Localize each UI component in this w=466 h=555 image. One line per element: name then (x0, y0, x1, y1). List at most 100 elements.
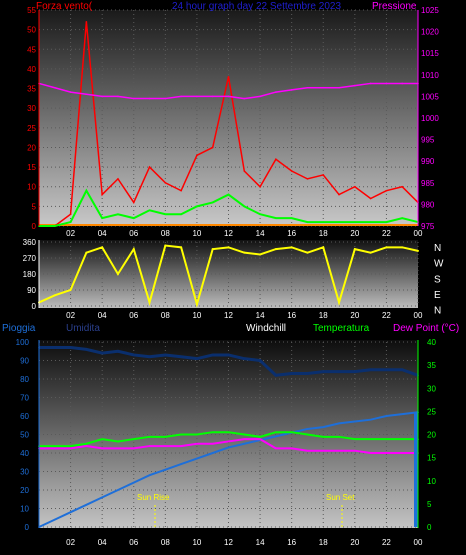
pressure-series-point (148, 97, 151, 100)
wind-direction-point (195, 303, 198, 306)
wind-gust-series-point (69, 213, 72, 216)
temperature-series-point (53, 445, 56, 447)
panel1-right-tick: 975 (421, 222, 435, 231)
wind-gust-series-point (243, 170, 246, 172)
pressure-series-point (132, 97, 135, 100)
temperature-series-point (180, 433, 182, 436)
wind-avg-series-point (385, 221, 388, 223)
panel1-right-tick: 995 (421, 136, 435, 145)
wind-direction-point (180, 246, 183, 249)
panel3-x-tick: 02 (66, 538, 75, 547)
humidity-series-point (243, 357, 246, 360)
wind-direction-point (274, 248, 277, 251)
rain-series-point (117, 489, 119, 491)
dew-point-label: Dew Point (°C) (393, 323, 459, 334)
wind-direction-point (101, 246, 104, 249)
wind-avg-series-point (322, 221, 325, 223)
temperature-series-point (401, 438, 404, 440)
rain-series-point (275, 435, 277, 438)
humidity-series-point (322, 370, 325, 373)
wind-gust-series-point (290, 170, 293, 172)
panel1-right-tick: 980 (421, 200, 435, 209)
pressure-series-point (306, 86, 309, 89)
panel3-right-tick: 20 (427, 431, 436, 440)
rain-series-point (401, 413, 404, 415)
panel2-x-tick: 14 (256, 311, 265, 320)
panel2-x-tick: 00 (414, 311, 423, 320)
dew-point-series-point (275, 447, 277, 450)
panel3-x-tick: 12 (224, 538, 233, 547)
panel3-right-tick: 25 (427, 407, 436, 416)
wind-direction-point (243, 251, 246, 254)
panel3-x-tick: 08 (161, 538, 170, 547)
panel2-y-tick: 0 (32, 302, 37, 311)
wind-gust-series-point (196, 154, 198, 157)
dew-point-series-point (322, 449, 325, 452)
temperature-series-point (338, 436, 340, 438)
wind-direction-point (69, 289, 72, 291)
wind-gust-series-point (322, 174, 325, 176)
dew-point-series-point (306, 449, 309, 452)
humidity-series-point (227, 354, 230, 356)
dew-point-series-point (164, 445, 167, 447)
rain-series-point (69, 511, 72, 513)
panel1-right-tick: 1025 (421, 6, 439, 15)
panel1-x-tick: 08 (161, 229, 170, 238)
temperature-series-point (69, 445, 72, 447)
wind-gust-series-point (132, 201, 135, 204)
compass-label: E (434, 290, 441, 301)
panel3-left-tick: 60 (20, 412, 29, 421)
wind-direction-point (85, 251, 88, 254)
rain-series-point (132, 481, 135, 484)
pressure-series-point (322, 86, 325, 89)
temperature-series-point (148, 436, 151, 438)
temperature-series-point (354, 438, 356, 440)
wind-avg-series-point (164, 213, 167, 216)
dew-point-series-point (369, 452, 372, 454)
dew-point-series-point (385, 452, 388, 454)
humidity-series-point (338, 370, 340, 373)
wind-avg-series-point (117, 213, 119, 216)
panel1-x-tick: 04 (98, 229, 107, 238)
pressure-series-point (338, 86, 340, 89)
sun-set-label: Sun Set (326, 493, 355, 502)
dew-point-series-point (132, 447, 135, 450)
dew-point-series-point (53, 447, 56, 450)
wind-avg-series-point (354, 221, 356, 223)
wind-direction-point (290, 246, 293, 249)
wind-direction-point (132, 248, 135, 251)
panel1-right-tick: 985 (421, 179, 435, 188)
wind-avg-series-point (132, 217, 135, 219)
humidity-label: Umidita (66, 323, 100, 334)
wind-gust-series-point (117, 178, 119, 180)
panel1-left-tick: 40 (27, 65, 36, 74)
pressure-series-point (369, 82, 372, 85)
panel1-right-tick: 1015 (421, 49, 439, 58)
panel2-x-tick: 20 (350, 311, 359, 320)
panel1-right-tick: 1010 (421, 71, 439, 80)
humidity-series-point (385, 368, 388, 371)
wind-direction-point (401, 246, 404, 249)
panel1-left-tick: 35 (27, 85, 36, 94)
dew-point-series-point (211, 442, 214, 445)
dew-point-series-point (338, 449, 340, 452)
rain-series-point (369, 418, 372, 421)
wind-gust-series-point (338, 193, 340, 196)
rain-series-point (385, 415, 388, 417)
wind-direction-point (227, 246, 230, 249)
compass-label: W (434, 259, 444, 270)
humidity-series-point (211, 354, 214, 356)
panel1-left-tick: 30 (27, 104, 36, 113)
wind-direction-point (306, 251, 309, 254)
panel3-x-tick: 04 (98, 538, 107, 547)
panel2-x-tick: 12 (224, 311, 233, 320)
panel1-x-tick: 16 (287, 229, 296, 238)
temperature-series-point (85, 442, 88, 445)
wind-direction-point (211, 248, 214, 251)
wind-direction-point (322, 246, 325, 249)
wind-avg-series-point (338, 221, 340, 223)
humidity-series-point (196, 357, 198, 360)
humidity-series-point (401, 368, 404, 371)
panel2-x-tick: 16 (287, 311, 296, 320)
wind-gust-series-point (275, 158, 277, 161)
